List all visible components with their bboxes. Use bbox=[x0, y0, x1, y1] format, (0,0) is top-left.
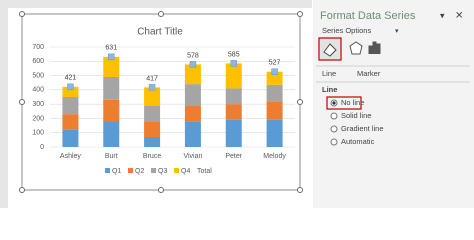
total-marker[interactable] bbox=[67, 83, 74, 91]
bar-segment[interactable] bbox=[103, 99, 120, 122]
screen: Chart Title Format Data Series ▾ ✕ Serie… bbox=[0, 0, 474, 208]
y-tick-label: 0 bbox=[40, 144, 44, 151]
bar-segment[interactable] bbox=[62, 97, 79, 115]
y-tick-label: 700 bbox=[32, 44, 44, 51]
x-tick-label: Burt bbox=[105, 153, 118, 160]
radio-label[interactable]: Automatic bbox=[341, 137, 375, 146]
legend-label: Total bbox=[197, 168, 212, 175]
bar-segment[interactable] bbox=[266, 71, 283, 85]
resize-handle[interactable] bbox=[19, 187, 25, 193]
column-headers bbox=[0, 0, 312, 8]
resize-handle[interactable] bbox=[19, 99, 25, 105]
bar-segment[interactable] bbox=[266, 101, 283, 120]
dropdown-arrow[interactable]: ▾ bbox=[395, 28, 399, 35]
resize-handle[interactable] bbox=[297, 11, 303, 17]
resize-handle[interactable] bbox=[297, 187, 303, 193]
chart-title[interactable]: Chart Title bbox=[137, 27, 183, 38]
line-tab[interactable]: Line bbox=[322, 69, 336, 78]
y-tick-label: 500 bbox=[32, 72, 44, 79]
legend-label: Q1 bbox=[112, 168, 121, 175]
y-tick-label: 100 bbox=[32, 130, 44, 137]
bar-segment[interactable] bbox=[62, 129, 79, 147]
bar-segment[interactable] bbox=[184, 105, 201, 122]
pane-title: Format Data Series bbox=[320, 10, 416, 22]
legend-label: Q4 bbox=[181, 168, 190, 175]
legend-swatch bbox=[128, 168, 133, 173]
data-label: 631 bbox=[105, 45, 117, 52]
bar-segment[interactable] bbox=[103, 77, 120, 100]
format-pane: Format Data Series ▾ ✕ Series Options ▾ … bbox=[313, 0, 474, 208]
bar-segment[interactable] bbox=[62, 86, 79, 97]
radio-label[interactable]: No line bbox=[341, 98, 364, 107]
legend-swatch bbox=[174, 168, 179, 173]
resize-handle[interactable] bbox=[19, 11, 25, 17]
bar-segment[interactable] bbox=[184, 121, 201, 147]
series-options[interactable]: Series Options bbox=[322, 26, 371, 35]
section-title[interactable]: Line bbox=[322, 85, 337, 94]
data-label: 527 bbox=[269, 60, 281, 67]
bar-segment[interactable] bbox=[103, 122, 120, 147]
radio[interactable] bbox=[330, 125, 338, 133]
bucket-icon bbox=[323, 43, 337, 57]
pane-bg bbox=[313, 0, 474, 208]
x-tick-label: Vivian bbox=[183, 153, 202, 160]
bar-segment[interactable] bbox=[144, 137, 161, 147]
radio-dot bbox=[332, 101, 336, 105]
data-label: 417 bbox=[146, 75, 158, 82]
radio-label[interactable]: Solid line bbox=[341, 111, 371, 120]
bar-segment[interactable] bbox=[103, 56, 120, 77]
bar-segment[interactable] bbox=[266, 119, 283, 147]
data-label: 421 bbox=[65, 75, 77, 82]
legend-swatch bbox=[151, 168, 156, 173]
legend-label: Q3 bbox=[158, 168, 167, 175]
data-label: 578 bbox=[187, 52, 199, 59]
y-tick-label: 200 bbox=[32, 115, 44, 122]
bar-segment[interactable] bbox=[144, 87, 161, 106]
marker-tab[interactable]: Marker bbox=[357, 69, 381, 78]
x-tick-label: Peter bbox=[225, 153, 242, 160]
legend-label: Q2 bbox=[135, 168, 144, 175]
pane-menu[interactable]: ▾ bbox=[440, 10, 445, 20]
total-marker[interactable] bbox=[148, 84, 156, 91]
y-tick-label: 600 bbox=[32, 58, 44, 65]
radio[interactable] bbox=[330, 138, 338, 146]
total-marker[interactable] bbox=[108, 53, 115, 61]
bar-segment[interactable] bbox=[184, 84, 201, 106]
options-tab[interactable] bbox=[368, 41, 381, 54]
bar-segment[interactable] bbox=[225, 119, 242, 147]
bar-segment[interactable] bbox=[144, 106, 161, 122]
bar-segment[interactable] bbox=[225, 88, 242, 105]
bar-segment[interactable] bbox=[266, 84, 283, 102]
x-tick-label: Ashley bbox=[60, 153, 82, 160]
resize-handle[interactable] bbox=[158, 187, 164, 193]
y-tick-label: 300 bbox=[32, 101, 44, 108]
bar-segment[interactable] bbox=[225, 104, 242, 120]
total-marker[interactable] bbox=[271, 68, 278, 75]
legend-swatch bbox=[105, 168, 110, 173]
row-headers bbox=[0, 0, 8, 208]
x-tick-label: Bruce bbox=[143, 153, 161, 160]
data-label: 585 bbox=[228, 51, 240, 58]
pane-close[interactable]: ✕ bbox=[455, 11, 463, 22]
bar-segment[interactable] bbox=[62, 114, 79, 130]
total-marker[interactable] bbox=[189, 61, 197, 68]
radio[interactable] bbox=[330, 112, 338, 120]
total-marker[interactable] bbox=[230, 60, 237, 67]
bar-segment[interactable] bbox=[144, 122, 161, 137]
radio-label[interactable]: Gradient line bbox=[341, 124, 384, 133]
highlight bbox=[326, 96, 362, 110]
y-tick-label: 400 bbox=[32, 87, 44, 94]
page: {"chart_data":{"type":"bar","stacked":tr… bbox=[0, 0, 474, 208]
resize-handle[interactable] bbox=[158, 11, 164, 17]
resize-handle[interactable] bbox=[297, 99, 303, 105]
bar-segment[interactable] bbox=[225, 63, 242, 89]
bar-segment[interactable] bbox=[184, 64, 201, 85]
effects-tab[interactable] bbox=[349, 41, 363, 55]
x-tick-label: Melody bbox=[263, 153, 286, 160]
